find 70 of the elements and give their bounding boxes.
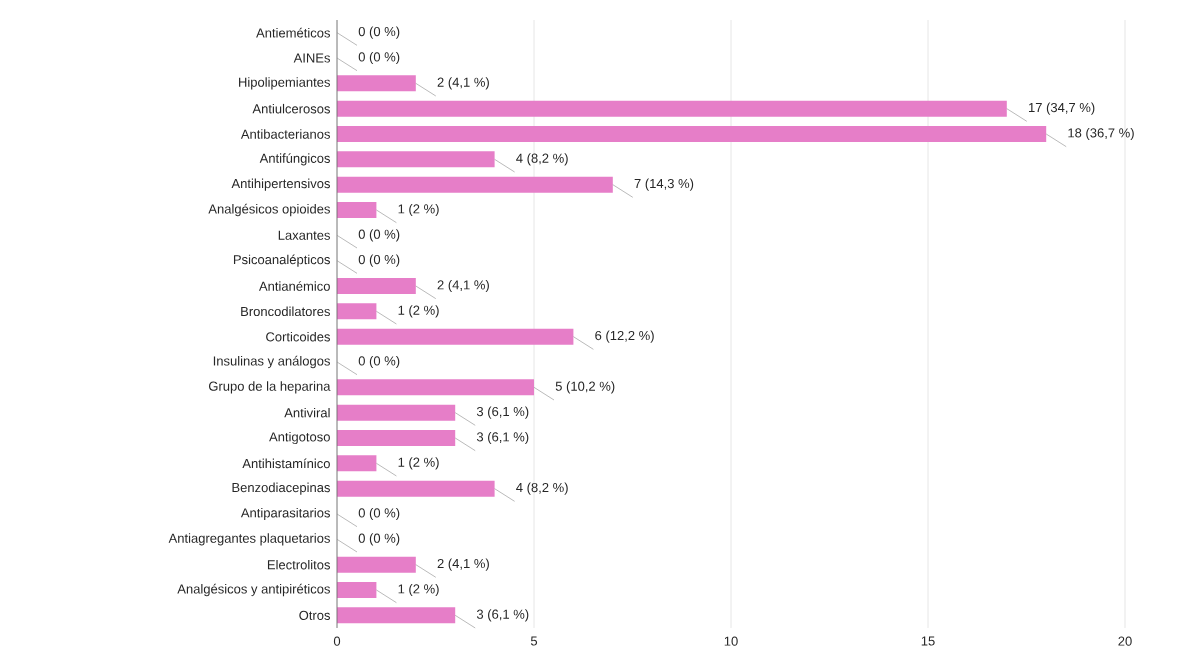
data-label: 5 (10,2 %) (555, 381, 615, 394)
bar (337, 202, 377, 218)
data-label: 17 (34,7 %) (1028, 102, 1095, 115)
data-label: 1 (2 %) (398, 583, 439, 597)
y-tick-label: Analgésicos y antipiréticos (177, 583, 330, 597)
y-tick-label: Antiulcerosos (252, 103, 330, 114)
x-tick-label: 5 (530, 636, 538, 646)
bar (337, 100, 1007, 117)
data-label: 7 (14,3 %) (634, 178, 694, 191)
y-tick-label: Antiparasitarios (240, 507, 330, 521)
y-tick-label: Antihistamínico (242, 458, 330, 469)
data-label: 2 (4,1 %) (437, 558, 489, 571)
bar (337, 176, 613, 193)
bar (337, 75, 416, 92)
y-tick-label: Electrolitos (267, 559, 330, 570)
data-label: 4 (8,2 %) (516, 153, 568, 166)
data-label: 3 (6,1 %) (476, 406, 529, 419)
data-label: 1 (2 %) (398, 305, 439, 318)
bar (337, 379, 535, 396)
y-tick-label: Grupo de la heparina (208, 381, 331, 394)
y-tick-label: Benzodiacepinas (232, 482, 330, 495)
y-tick-label: Antifúngicos (259, 153, 330, 166)
data-label: 2 (4,1 %) (437, 77, 489, 90)
bar (337, 455, 377, 472)
bar (337, 277, 416, 294)
y-tick-label: Antihipertensivos (231, 178, 330, 191)
y-tick-label: AINEs (293, 53, 331, 63)
data-label: 0 (0 %) (358, 507, 400, 521)
bar (337, 480, 495, 497)
data-label: 0 (0 %) (358, 229, 400, 242)
bar (337, 303, 377, 320)
bar (337, 126, 1047, 142)
data-label: 0 (0 %) (358, 51, 400, 65)
y-tick-label: Corticoides (266, 331, 330, 342)
y-tick-label: Analgésicos opioides (208, 203, 330, 217)
x-tick-label: 10 (724, 636, 738, 646)
data-label: 2 (4,1 %) (437, 279, 489, 293)
y-tick-label: Laxantes (278, 230, 330, 240)
bar (337, 404, 456, 421)
bar (337, 556, 416, 573)
bar (337, 429, 456, 446)
y-tick-label: Antieméticos (256, 27, 330, 38)
x-tick-label: 20 (1118, 636, 1132, 646)
bar (337, 328, 574, 345)
bar (337, 581, 377, 598)
data-label: 18 (36,7 %) (1068, 127, 1134, 141)
y-tick-label: Psicoanalépticos (233, 254, 330, 267)
data-label: 1 (2 %) (398, 203, 439, 217)
y-tick-label: Antiviral (284, 407, 330, 418)
data-label: 3 (6,1 %) (476, 609, 529, 622)
bar (337, 151, 495, 168)
bar (337, 607, 456, 624)
y-tick-label: Otros (299, 610, 331, 620)
data-label: 3 (6,1 %) (476, 431, 529, 445)
data-label: 6 (12,2 %) (595, 330, 654, 343)
y-tick-label: Broncodilatores (241, 306, 330, 317)
data-label: 0 (0 %) (358, 26, 400, 39)
data-label: 1 (2 %) (398, 457, 439, 470)
y-tick-label: Hipolipemiantes (239, 77, 330, 90)
x-tick-label: 0 (333, 636, 341, 646)
y-tick-label: Antianémico (258, 281, 330, 291)
y-tick-label: Insulinas y análogos (213, 355, 330, 369)
data-label: 0 (0 %) (358, 533, 400, 546)
data-label: 4 (8,2 %) (516, 482, 568, 495)
y-tick-label: Antibacterianos (240, 129, 330, 139)
y-tick-label: Antigotoso (269, 431, 330, 445)
y-tick-label: Antiagregantes plaquetarios (168, 533, 330, 546)
x-tick-label: 15 (921, 636, 935, 646)
data-label: 0 (0 %) (358, 355, 400, 369)
data-label: 0 (0 %) (358, 254, 400, 267)
